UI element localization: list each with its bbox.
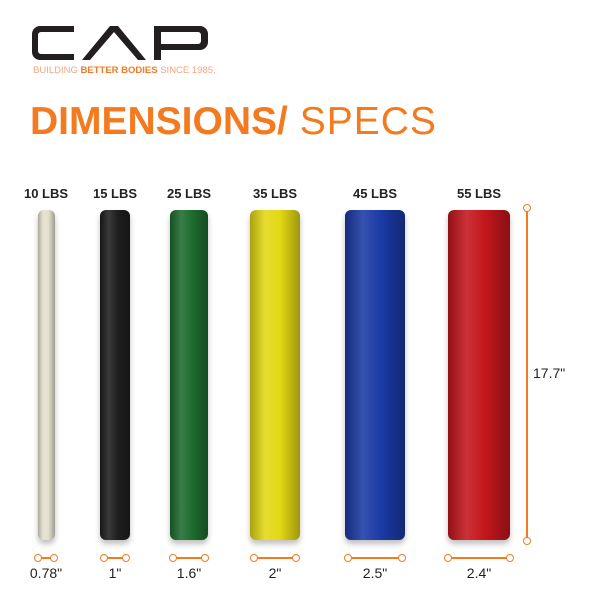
bumper-plate (250, 210, 300, 540)
thickness-label: 1.6" (176, 565, 202, 581)
height-label: 17.7" (533, 365, 566, 381)
plate-weight-label: 35 LBS (252, 186, 298, 201)
thickness-dimension-line (100, 554, 130, 562)
thickness-label: 0.78" (29, 565, 63, 581)
height-dimension-line (526, 207, 528, 541)
thickness-label: 1" (108, 565, 122, 581)
cap-logo (32, 26, 208, 60)
plate-weight-label: 15 LBS (92, 186, 138, 201)
thickness-dimension-line (344, 554, 406, 562)
bumper-plate (345, 210, 405, 540)
thickness-label: 2" (268, 565, 282, 581)
bumper-plate (170, 210, 208, 540)
thickness-dimension-line (250, 554, 300, 562)
plate-weight-label: 45 LBS (352, 186, 398, 201)
height-dimension-dot (523, 204, 531, 212)
thickness-dimension-line (444, 554, 514, 562)
height-dimension-dot (523, 537, 531, 545)
tagline: BUILDING BETTER BODIES SINCE 1985. (33, 65, 216, 76)
thickness-label: 2.5" (362, 565, 388, 581)
thickness-dimension-line (169, 554, 209, 562)
page-title: DIMENSIONS/ SPECS (30, 100, 437, 143)
thickness-dimension-line (34, 554, 58, 562)
plate-weight-label: 25 LBS (166, 186, 212, 201)
bumper-plate (448, 210, 510, 540)
thickness-label: 2.4" (466, 565, 492, 581)
plate-weight-label: 55 LBS (456, 186, 502, 201)
plate-weight-label: 10 LBS (23, 186, 69, 201)
bumper-plate (38, 210, 55, 540)
bumper-plate (100, 210, 130, 540)
